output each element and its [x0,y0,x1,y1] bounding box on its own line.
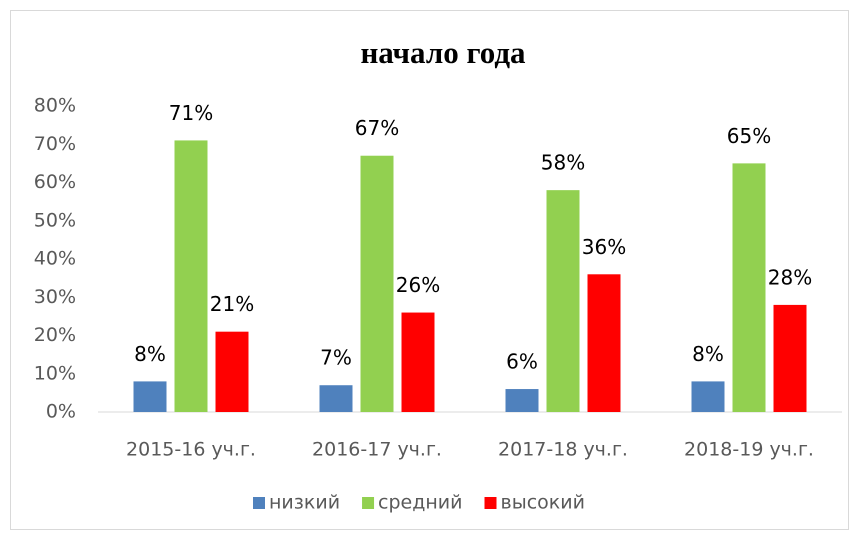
bar [319,385,353,412]
legend-swatch [253,497,265,509]
y-tick-label: 10% [34,362,76,384]
bar [215,331,249,412]
y-tick-label: 60% [34,171,76,193]
y-tick-label: 30% [34,286,76,308]
bar [360,155,394,412]
data-label: 67% [355,116,399,140]
chart-title: начало года [360,35,526,70]
y-tick-label: 0% [46,401,76,423]
bar [587,274,621,412]
y-tick-label: 80% [34,95,76,117]
legend-swatch [484,497,497,509]
x-tick-label: 2015-16 уч.г. [126,439,256,461]
bar [546,190,580,412]
x-tick-label: 2017-18 уч.г. [498,439,628,461]
data-label: 65% [727,124,771,148]
data-label: 58% [541,151,585,175]
y-tick-label: 20% [34,324,76,346]
y-tick-label: 50% [34,209,76,231]
bar [174,140,208,413]
legend-label: высокий [501,492,585,514]
data-label: 7% [320,346,352,370]
y-tick-label: 70% [34,133,76,155]
data-label: 21% [210,292,254,316]
bar [732,163,766,412]
data-label: 28% [768,265,812,289]
chart-border [10,10,849,530]
bar [505,389,539,412]
data-label: 36% [582,235,626,259]
x-tick-label: 2018-19 уч.г. [684,439,814,461]
bar [773,304,807,412]
data-label: 8% [134,342,166,366]
bar [691,381,725,412]
data-label: 6% [506,350,538,374]
bar [133,381,167,412]
data-label: 26% [396,273,440,297]
legend-label: низкий [269,492,340,514]
legend-label: средний [378,492,462,514]
x-tick-label: 2016-17 уч.г. [312,439,442,461]
bar [401,312,435,412]
data-label: 71% [169,101,213,125]
data-label: 8% [692,342,724,366]
y-tick-label: 40% [34,248,76,270]
legend-swatch [362,497,375,509]
